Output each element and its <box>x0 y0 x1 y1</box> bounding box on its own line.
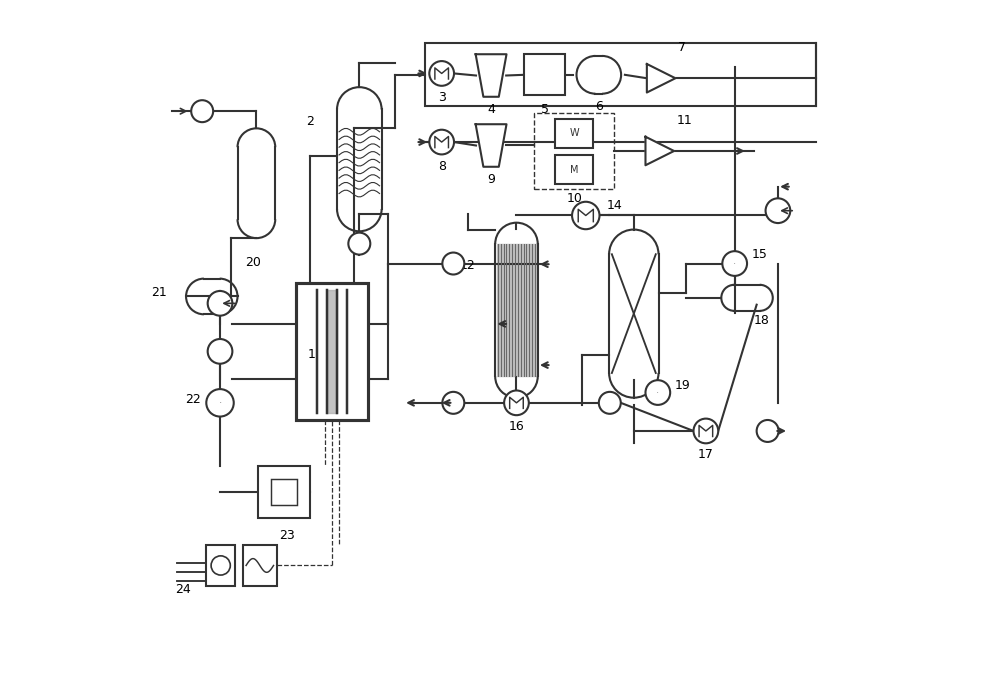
Text: Σ: Σ <box>219 402 221 403</box>
Text: 4: 4 <box>487 103 495 116</box>
Wedge shape <box>495 376 538 398</box>
Bar <box>734 285 760 311</box>
Circle shape <box>191 100 213 122</box>
Bar <box>595 56 602 94</box>
Polygon shape <box>476 124 507 167</box>
Text: 22: 22 <box>185 393 201 406</box>
Bar <box>258 466 310 518</box>
Text: 2: 2 <box>306 115 314 128</box>
Text: Σ: Σ <box>734 263 735 264</box>
Bar <box>609 254 659 373</box>
Text: 18: 18 <box>754 314 770 327</box>
Text: 9: 9 <box>487 173 495 186</box>
Bar <box>296 282 368 420</box>
Text: 6: 6 <box>595 101 603 114</box>
Wedge shape <box>238 128 275 147</box>
Circle shape <box>206 389 234 417</box>
Text: 10: 10 <box>566 192 582 205</box>
Circle shape <box>442 253 464 274</box>
Circle shape <box>348 233 370 255</box>
Circle shape <box>599 392 621 414</box>
Text: 19: 19 <box>675 379 691 392</box>
Text: 8: 8 <box>438 160 446 172</box>
Text: Σ: Σ <box>657 392 658 393</box>
Wedge shape <box>495 223 538 244</box>
Bar <box>337 110 382 209</box>
Wedge shape <box>609 373 659 398</box>
Text: 23: 23 <box>279 528 295 542</box>
Text: M: M <box>570 165 578 174</box>
Wedge shape <box>609 229 659 254</box>
Bar <box>495 244 538 376</box>
Circle shape <box>722 251 747 276</box>
Circle shape <box>645 380 670 405</box>
Wedge shape <box>721 285 734 311</box>
Wedge shape <box>238 219 275 238</box>
Text: 20: 20 <box>245 256 261 269</box>
Bar <box>555 119 593 147</box>
Bar <box>243 545 277 586</box>
Circle shape <box>211 556 230 575</box>
Bar <box>524 54 565 95</box>
Bar <box>534 113 614 189</box>
Wedge shape <box>186 278 204 314</box>
Polygon shape <box>476 54 507 96</box>
Circle shape <box>766 198 790 223</box>
Text: 14: 14 <box>606 198 622 212</box>
Wedge shape <box>760 285 773 311</box>
Circle shape <box>572 202 600 229</box>
Circle shape <box>208 339 232 364</box>
Polygon shape <box>647 64 675 92</box>
Bar <box>238 147 275 219</box>
Text: 1: 1 <box>307 348 315 361</box>
Text: 7: 7 <box>678 41 686 54</box>
Bar <box>206 545 235 586</box>
Circle shape <box>208 291 232 316</box>
Bar <box>271 479 297 505</box>
Circle shape <box>694 419 718 443</box>
Text: 5: 5 <box>541 103 549 116</box>
Text: 21: 21 <box>151 287 166 300</box>
Text: 16: 16 <box>509 420 524 433</box>
Bar <box>555 155 593 184</box>
Polygon shape <box>645 136 674 165</box>
Circle shape <box>429 130 454 154</box>
Text: 3: 3 <box>438 91 446 104</box>
Text: 15: 15 <box>752 248 768 261</box>
Wedge shape <box>577 56 595 94</box>
Text: W: W <box>569 128 579 138</box>
Bar <box>425 43 816 106</box>
Bar <box>204 278 220 314</box>
Wedge shape <box>602 56 621 94</box>
Circle shape <box>757 420 779 442</box>
Text: 17: 17 <box>698 449 714 462</box>
Wedge shape <box>337 88 382 110</box>
Wedge shape <box>220 278 238 314</box>
Circle shape <box>504 391 529 415</box>
Text: 13: 13 <box>584 206 600 219</box>
Wedge shape <box>337 209 382 232</box>
Text: 11: 11 <box>677 114 693 127</box>
Circle shape <box>442 392 464 414</box>
Text: 24: 24 <box>175 583 190 596</box>
Circle shape <box>429 61 454 86</box>
Text: 12: 12 <box>460 259 476 272</box>
